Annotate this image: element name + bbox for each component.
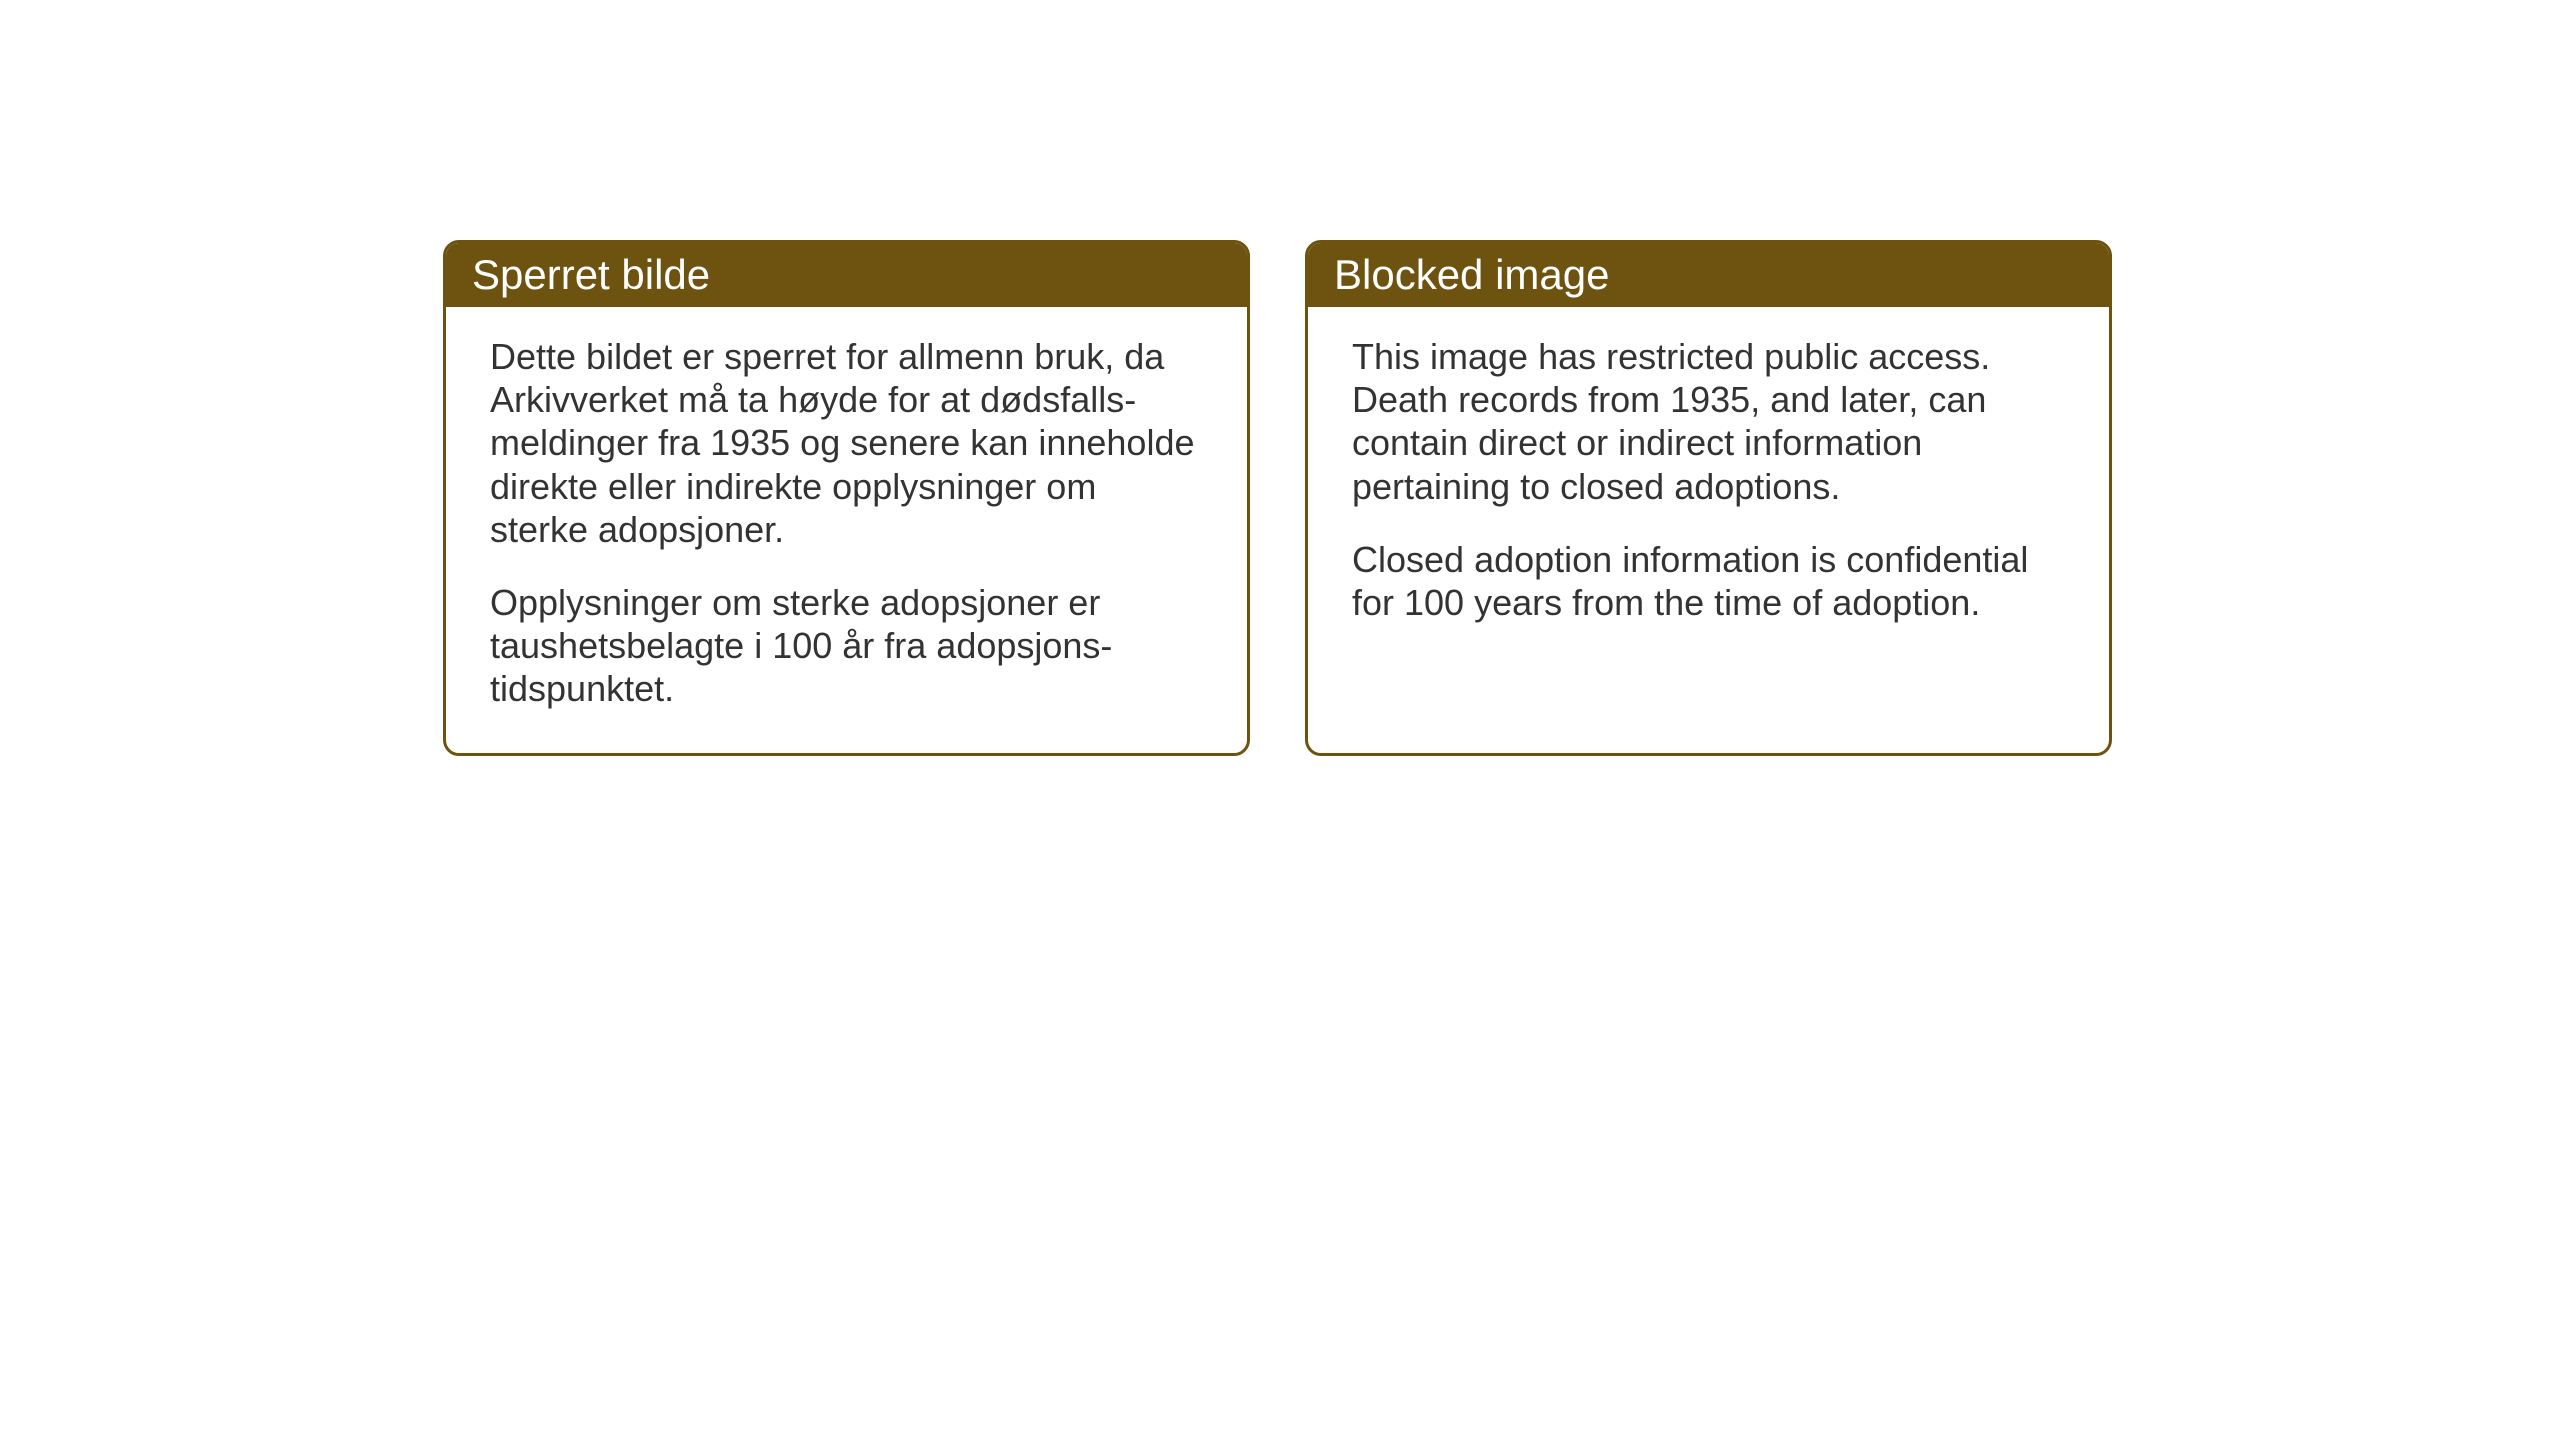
english-paragraph-2: Closed adoption information is confident… — [1352, 538, 2065, 624]
english-card-body: This image has restricted public access.… — [1308, 307, 2109, 666]
english-paragraph-1: This image has restricted public access.… — [1352, 335, 2065, 508]
norwegian-card-body: Dette bildet er sperret for allmenn bruk… — [446, 307, 1247, 753]
norwegian-paragraph-2: Opplysninger om sterke adopsjoner er tau… — [490, 581, 1203, 711]
norwegian-card-title: Sperret bilde — [472, 251, 710, 298]
english-info-card: Blocked image This image has restricted … — [1305, 240, 2112, 756]
english-card-header: Blocked image — [1308, 243, 2109, 307]
norwegian-paragraph-1: Dette bildet er sperret for allmenn bruk… — [490, 335, 1203, 551]
english-card-title: Blocked image — [1334, 251, 1609, 298]
norwegian-info-card: Sperret bilde Dette bildet er sperret fo… — [443, 240, 1250, 756]
info-cards-container: Sperret bilde Dette bildet er sperret fo… — [443, 240, 2112, 756]
norwegian-card-header: Sperret bilde — [446, 243, 1247, 307]
